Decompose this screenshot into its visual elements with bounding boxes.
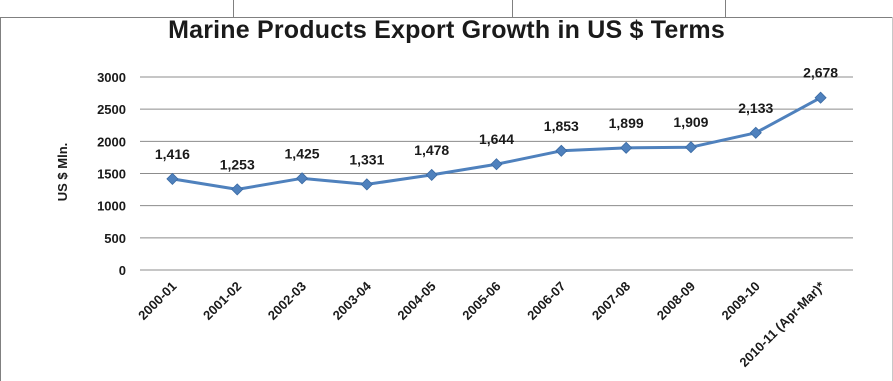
data-label: 1,644 — [479, 131, 514, 147]
x-tick-label: 2006-07 — [524, 279, 568, 323]
data-labels: 1,416 1,253 1,425 1,331 1,478 1,644 1,853 1,899… — [155, 65, 838, 173]
data-point — [749, 126, 762, 139]
data-point — [684, 141, 698, 154]
data-label: 1,478 — [414, 142, 449, 158]
x-tick-label: 2009-10 — [719, 279, 763, 323]
data-point — [814, 91, 827, 104]
x-tick-label: 2002-03 — [265, 279, 309, 323]
data-label: 1,853 — [544, 118, 579, 134]
data-point — [295, 172, 309, 185]
data-label: 1,253 — [220, 156, 255, 172]
x-tick-label: 2004-05 — [394, 279, 438, 323]
data-label: 1,331 — [349, 151, 384, 167]
top-divider — [512, 0, 513, 17]
data-label: 1,425 — [285, 145, 320, 161]
y-tick-label: 3000 — [97, 70, 126, 85]
top-divider — [725, 0, 726, 17]
x-tick-label: 2000-01 — [135, 279, 179, 323]
top-border — [0, 0, 893, 18]
y-tick-label: 2500 — [97, 102, 126, 117]
y-tick-label: 500 — [104, 231, 126, 246]
x-tick-label: 2003-04 — [330, 278, 375, 323]
y-axis-title: US $ Mln. — [55, 143, 70, 202]
data-label: 2,133 — [738, 100, 773, 116]
data-point — [231, 183, 244, 196]
y-axis-ticks: 0 500 1000 1500 2000 2500 3000 — [97, 70, 126, 278]
data-label: 1,899 — [609, 115, 644, 131]
data-point — [360, 178, 373, 191]
data-point — [620, 141, 633, 154]
y-tick-label: 1000 — [97, 199, 126, 214]
series-markers — [166, 91, 827, 196]
top-divider — [233, 0, 234, 17]
x-tick-label: 2005-06 — [459, 279, 503, 323]
y-tick-label: 0 — [119, 263, 126, 278]
y-tick-label: 2000 — [97, 134, 126, 149]
x-tick-label: 2007-08 — [589, 279, 633, 323]
data-point — [166, 172, 179, 185]
data-point — [425, 168, 438, 181]
data-point — [555, 144, 568, 157]
y-tick-label: 1500 — [97, 167, 126, 182]
data-label: 2,678 — [803, 65, 838, 81]
data-point — [490, 158, 503, 171]
x-axis-ticks: 2000-01 2001-02 2002-03 2003-04 2004-05 2005-… — [135, 278, 828, 370]
gridlines — [140, 76, 853, 271]
x-tick-label: 2001-02 — [200, 279, 244, 323]
left-border — [0, 17, 1, 381]
data-label: 1,416 — [155, 146, 190, 162]
data-label: 1,909 — [673, 114, 708, 130]
chart-title: Marine Products Export Growth in US $ Te… — [168, 16, 725, 44]
x-tick-label: 2008-09 — [654, 279, 698, 323]
